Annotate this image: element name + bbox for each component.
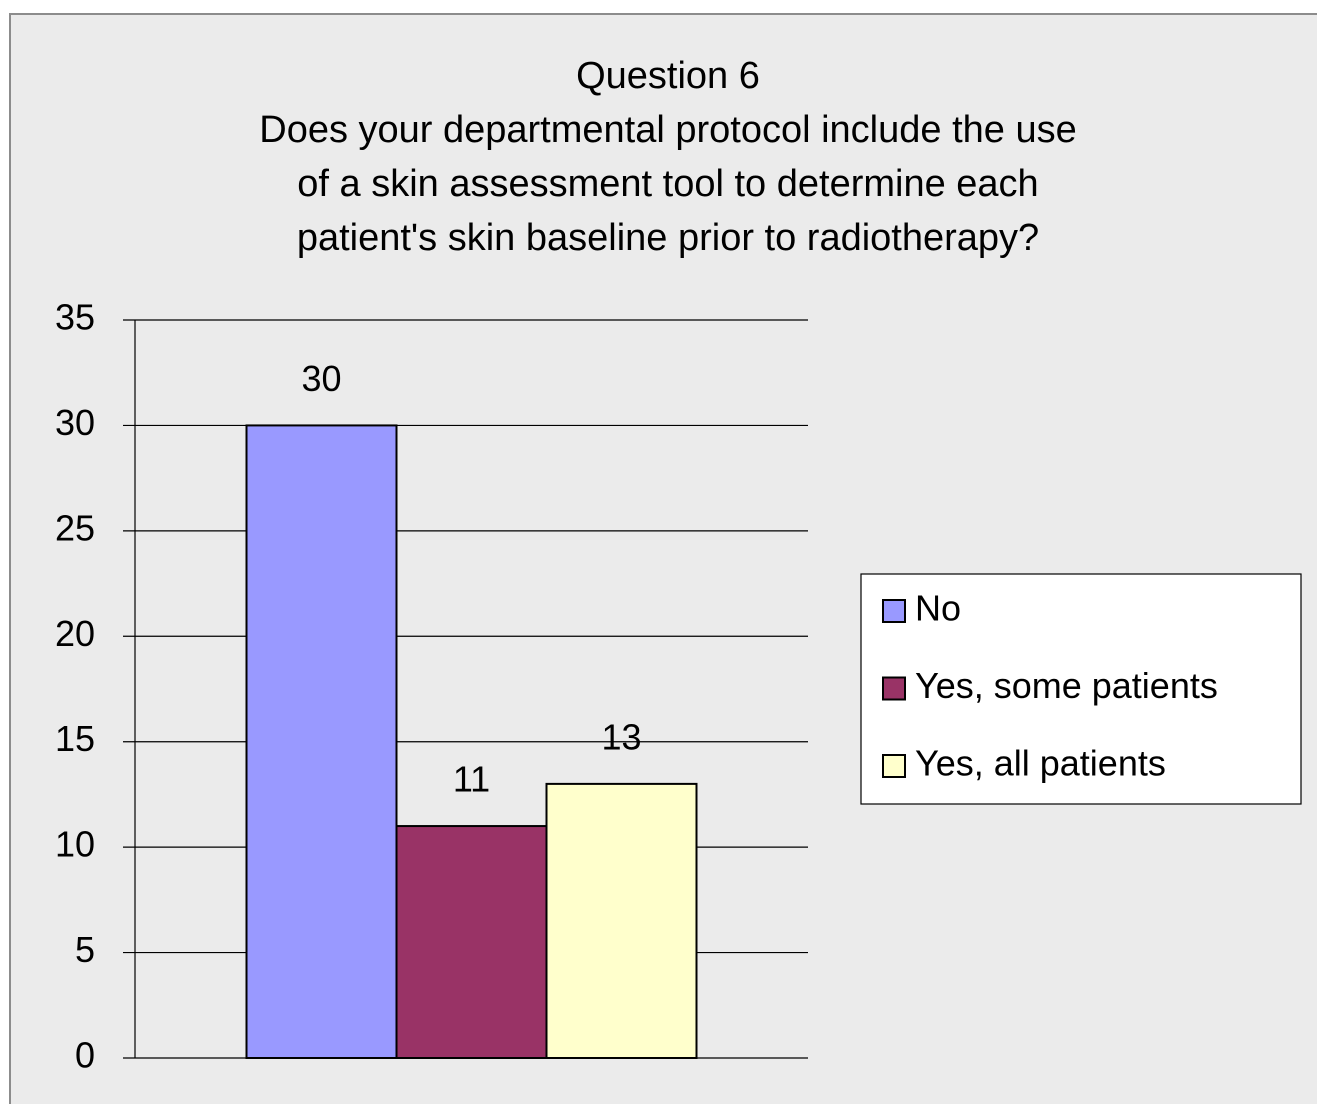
legend-label: Yes, all patients (915, 743, 1166, 784)
y-tick-label: 0 (75, 1035, 95, 1076)
chart-title: Question 6 (576, 55, 760, 97)
bar (245, 424, 398, 1059)
data-label: 13 (601, 716, 641, 757)
chart-title: of a skin assessment tool to determine e… (297, 163, 1038, 205)
legend-swatch (882, 676, 906, 701)
y-tick-label: 15 (55, 718, 95, 759)
y-tick-label: 5 (75, 929, 95, 970)
y-tick-label: 35 (55, 297, 95, 338)
y-tick-label: 25 (55, 507, 95, 548)
legend-label: No (915, 588, 961, 629)
legend-label: Yes, some patients (915, 665, 1218, 706)
legend-box (860, 573, 1302, 805)
y-tick-label: 20 (55, 613, 95, 654)
chart-title: patient's skin baseline prior to radioth… (297, 217, 1039, 259)
y-tick-label: 30 (55, 402, 95, 443)
legend-swatch (882, 754, 906, 778)
data-label: 11 (453, 759, 490, 800)
data-label: 30 (301, 358, 341, 399)
legend-swatch (882, 599, 906, 623)
bar (545, 782, 698, 1060)
bar (395, 825, 548, 1059)
chart-title: Does your departmental protocol include … (259, 109, 1076, 151)
y-tick-label: 10 (55, 824, 95, 865)
